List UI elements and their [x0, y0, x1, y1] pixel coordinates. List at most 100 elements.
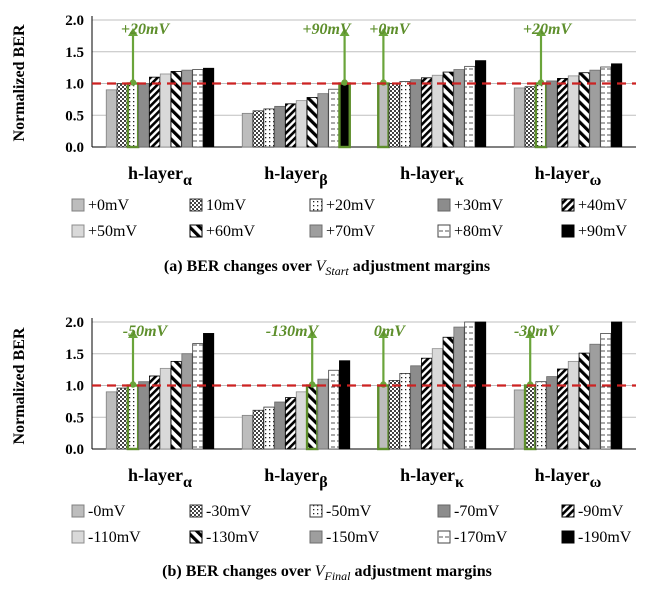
- bar: [578, 72, 590, 148]
- bar: [159, 73, 171, 148]
- legend-swatch: [71, 504, 85, 518]
- legend-label: +90mV: [578, 223, 627, 240]
- bar: [192, 343, 204, 450]
- legend-swatch: [71, 198, 85, 212]
- legend-swatch: [309, 530, 323, 544]
- legend-label: -90mV: [578, 503, 624, 520]
- bar: [557, 78, 569, 148]
- bar: [252, 409, 264, 450]
- legend-label: +70mV: [326, 223, 375, 240]
- legend-swatch: [189, 198, 203, 212]
- bar: [126, 82, 140, 149]
- category-label: h-layerω: [535, 465, 602, 491]
- legend-label: -190mV: [578, 529, 632, 546]
- bar: [578, 352, 590, 450]
- legend-label: -30mV: [206, 503, 252, 520]
- bar: [567, 360, 579, 450]
- category-label: h-layerω: [535, 163, 602, 189]
- bar: [149, 76, 161, 148]
- category-label: h-layerκ: [400, 465, 464, 491]
- bar: [611, 63, 623, 148]
- bar: [241, 414, 253, 450]
- legend-swatch: [437, 530, 451, 544]
- bar: [589, 343, 601, 450]
- bar: [116, 83, 128, 148]
- bar: [523, 384, 537, 451]
- panel-caption: (a) BER changes over VStart adjustment m…: [164, 258, 490, 278]
- legend-swatch: [189, 530, 203, 544]
- y-tick-label: 0.0: [65, 140, 84, 156]
- bar: [181, 353, 193, 450]
- bar: [159, 367, 171, 450]
- bar: [295, 100, 307, 148]
- y-tick-label: 2.0: [65, 13, 84, 29]
- bar: [557, 368, 569, 450]
- bar: [442, 71, 454, 148]
- annotation-arrowhead: [128, 330, 138, 338]
- legend-label: +60mV: [206, 223, 255, 240]
- bar: [410, 79, 422, 148]
- bar: [567, 75, 579, 148]
- legend-swatch: [561, 504, 575, 518]
- bar: [399, 373, 411, 450]
- bar: [252, 110, 264, 148]
- legend-swatch: [71, 224, 85, 238]
- bar: [524, 86, 536, 148]
- category-label: h-layerβ: [264, 465, 327, 491]
- annotation-arrowhead: [536, 28, 546, 36]
- bar: [388, 83, 400, 148]
- bar: [546, 80, 558, 148]
- y-tick-label: 0.5: [65, 108, 84, 124]
- y-tick-label: 2.0: [65, 315, 84, 331]
- bar: [263, 406, 275, 450]
- annotation-arrowhead: [378, 28, 389, 36]
- annotation-label: 0mV: [374, 323, 406, 340]
- bar: [589, 69, 601, 148]
- bar: [534, 82, 548, 149]
- bar: [388, 380, 400, 450]
- legend-label: +50mV: [88, 223, 137, 240]
- legend-label: +80mV: [454, 223, 503, 240]
- bar: [513, 389, 525, 450]
- bar: [317, 93, 329, 148]
- category-label: h-layerκ: [400, 163, 464, 189]
- bar: [453, 326, 465, 450]
- bar: [410, 365, 422, 450]
- bar: [138, 381, 150, 450]
- bar: [328, 369, 340, 450]
- bar: [535, 381, 547, 450]
- bar: [431, 348, 443, 450]
- legend-swatch: [561, 198, 575, 212]
- bar: [338, 82, 351, 149]
- category-label: h-layerα: [128, 465, 192, 491]
- annotation-label: +0mV: [369, 21, 411, 38]
- bar: [285, 103, 297, 148]
- annotation-label: +20mV: [121, 21, 171, 38]
- bar: [203, 333, 215, 450]
- bar: [263, 108, 275, 148]
- bar: [170, 360, 182, 450]
- bar: [116, 387, 128, 450]
- annotation-arrowhead: [339, 28, 350, 36]
- bar: [421, 77, 433, 148]
- bar: [513, 87, 525, 148]
- annotation-arrowhead: [525, 330, 536, 338]
- legend-label: +40mV: [578, 197, 627, 214]
- bar: [105, 89, 117, 148]
- legend-label: -150mV: [326, 529, 380, 546]
- annotation-arrowhead: [128, 28, 138, 36]
- bar: [600, 333, 612, 450]
- legend-label: -110mV: [88, 529, 141, 546]
- y-tick-label: 0.0: [65, 442, 84, 458]
- y-axis-label: Normalized BER: [11, 327, 28, 444]
- bar: [295, 391, 307, 450]
- annotation-dot: [129, 381, 137, 388]
- bar: [274, 401, 286, 450]
- bar: [149, 375, 161, 450]
- legend-label: -0mV: [88, 503, 126, 520]
- bar: [274, 105, 286, 148]
- bar: [421, 357, 433, 450]
- legend-swatch: [189, 224, 203, 238]
- bar: [306, 97, 318, 148]
